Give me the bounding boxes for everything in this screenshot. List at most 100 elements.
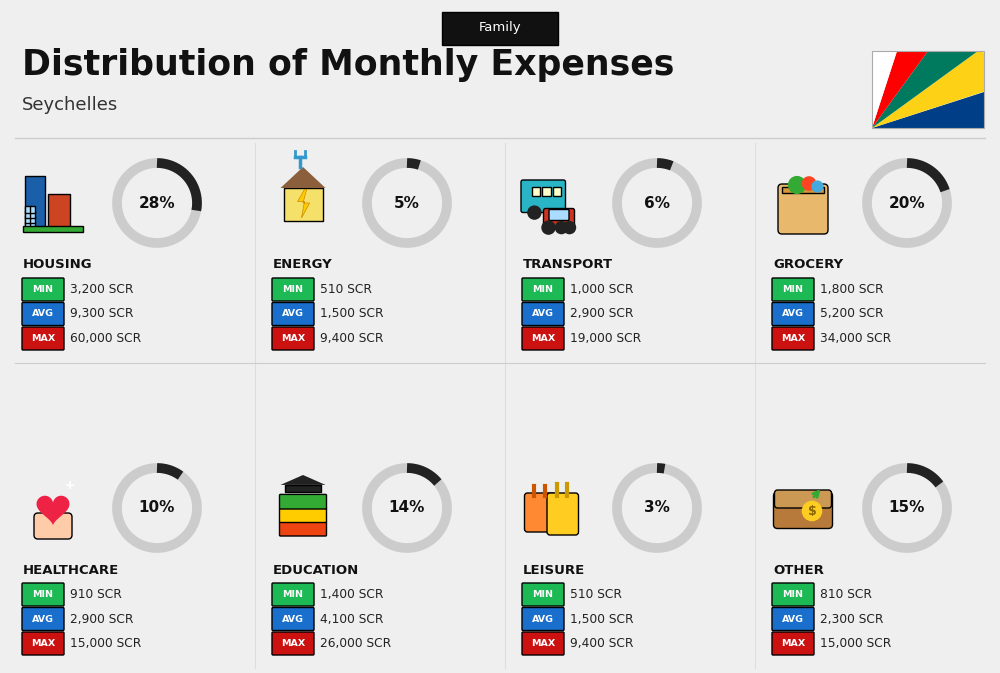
Polygon shape — [298, 190, 310, 218]
FancyBboxPatch shape — [25, 211, 31, 217]
Circle shape — [542, 221, 555, 234]
Text: 2,900 SCR: 2,900 SCR — [70, 612, 133, 625]
Text: AVG: AVG — [32, 614, 54, 623]
FancyBboxPatch shape — [775, 490, 832, 508]
FancyBboxPatch shape — [774, 492, 833, 528]
FancyBboxPatch shape — [22, 632, 64, 655]
FancyBboxPatch shape — [285, 485, 321, 491]
Circle shape — [812, 181, 823, 192]
Circle shape — [626, 476, 688, 540]
Circle shape — [376, 476, 438, 540]
FancyBboxPatch shape — [30, 222, 35, 229]
Circle shape — [528, 206, 541, 219]
FancyBboxPatch shape — [772, 608, 814, 631]
Text: $: $ — [808, 505, 816, 518]
FancyBboxPatch shape — [23, 226, 83, 232]
Polygon shape — [37, 496, 69, 526]
Polygon shape — [872, 51, 928, 128]
Polygon shape — [872, 51, 984, 128]
Text: 6%: 6% — [644, 195, 670, 211]
Text: +: + — [64, 479, 75, 492]
FancyBboxPatch shape — [22, 327, 64, 350]
FancyBboxPatch shape — [522, 327, 564, 350]
Circle shape — [876, 172, 938, 234]
Text: 26,000 SCR: 26,000 SCR — [320, 637, 391, 650]
Text: MIN: MIN — [783, 590, 804, 599]
Text: HOUSING: HOUSING — [23, 258, 93, 271]
FancyBboxPatch shape — [272, 327, 314, 350]
Text: 28%: 28% — [139, 195, 175, 211]
Text: TRANSPORT: TRANSPORT — [523, 258, 613, 271]
Text: 14%: 14% — [389, 501, 425, 516]
FancyBboxPatch shape — [284, 188, 322, 221]
Circle shape — [555, 221, 567, 234]
Text: 3%: 3% — [644, 501, 670, 516]
FancyBboxPatch shape — [524, 493, 556, 532]
FancyBboxPatch shape — [22, 583, 64, 606]
Text: 20%: 20% — [889, 195, 925, 211]
Text: 2,900 SCR: 2,900 SCR — [570, 308, 633, 320]
FancyBboxPatch shape — [772, 302, 814, 326]
Text: 60,000 SCR: 60,000 SCR — [70, 332, 141, 345]
Text: 19,000 SCR: 19,000 SCR — [570, 332, 641, 345]
Text: 10%: 10% — [139, 501, 175, 516]
FancyBboxPatch shape — [772, 632, 814, 655]
FancyBboxPatch shape — [34, 513, 72, 539]
Text: EDUCATION: EDUCATION — [273, 563, 359, 577]
Text: OTHER: OTHER — [773, 563, 824, 577]
Circle shape — [876, 476, 938, 540]
Text: 15,000 SCR: 15,000 SCR — [820, 637, 891, 650]
Text: LEISURE: LEISURE — [523, 563, 585, 577]
FancyBboxPatch shape — [778, 184, 828, 234]
Text: Seychelles: Seychelles — [22, 96, 118, 114]
FancyBboxPatch shape — [280, 522, 326, 536]
Polygon shape — [280, 167, 326, 188]
FancyBboxPatch shape — [30, 211, 35, 217]
Text: MIN: MIN — [33, 590, 54, 599]
FancyBboxPatch shape — [48, 194, 70, 229]
FancyBboxPatch shape — [30, 206, 35, 213]
Bar — [872, 51, 984, 128]
Polygon shape — [872, 92, 984, 128]
Text: MIN: MIN — [532, 285, 554, 294]
Text: 9,400 SCR: 9,400 SCR — [570, 637, 633, 650]
Text: HEALTHCARE: HEALTHCARE — [23, 563, 119, 577]
Text: AVG: AVG — [532, 614, 554, 623]
Text: MAX: MAX — [781, 639, 805, 648]
FancyBboxPatch shape — [25, 176, 45, 229]
FancyBboxPatch shape — [772, 327, 814, 350]
Text: 510 SCR: 510 SCR — [570, 588, 622, 601]
Text: MAX: MAX — [281, 334, 305, 343]
Text: 1,800 SCR: 1,800 SCR — [820, 283, 884, 296]
Text: 15,000 SCR: 15,000 SCR — [70, 637, 141, 650]
Text: AVG: AVG — [782, 310, 804, 318]
Text: MIN: MIN — [283, 590, 304, 599]
FancyBboxPatch shape — [272, 278, 314, 301]
Circle shape — [802, 501, 822, 521]
FancyBboxPatch shape — [544, 209, 574, 229]
Text: AVG: AVG — [532, 310, 554, 318]
Circle shape — [563, 221, 575, 234]
Text: 4,100 SCR: 4,100 SCR — [320, 612, 383, 625]
Text: MIN: MIN — [33, 285, 54, 294]
Text: MAX: MAX — [781, 334, 805, 343]
Text: AVG: AVG — [282, 614, 304, 623]
FancyBboxPatch shape — [522, 302, 564, 326]
FancyBboxPatch shape — [22, 302, 64, 326]
Circle shape — [376, 172, 438, 234]
Circle shape — [789, 176, 805, 193]
FancyBboxPatch shape — [442, 12, 558, 45]
FancyBboxPatch shape — [521, 180, 566, 213]
FancyBboxPatch shape — [272, 608, 314, 631]
FancyBboxPatch shape — [22, 608, 64, 631]
Polygon shape — [872, 51, 978, 128]
FancyBboxPatch shape — [272, 302, 314, 326]
FancyBboxPatch shape — [522, 608, 564, 631]
Bar — [872, 51, 984, 128]
Circle shape — [126, 172, 188, 234]
Text: AVG: AVG — [32, 310, 54, 318]
FancyBboxPatch shape — [272, 632, 314, 655]
Text: MAX: MAX — [281, 639, 305, 648]
Text: 9,300 SCR: 9,300 SCR — [70, 308, 133, 320]
FancyBboxPatch shape — [772, 583, 814, 606]
